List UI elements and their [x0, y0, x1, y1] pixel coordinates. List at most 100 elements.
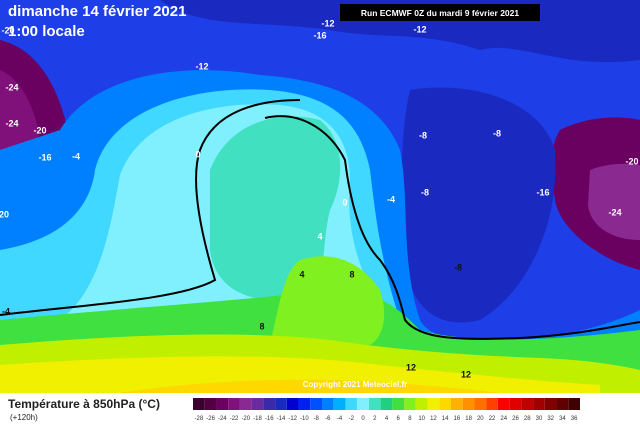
contour-label: -16: [38, 152, 51, 162]
contour-label: -20: [625, 156, 638, 166]
scale-label: -26: [206, 416, 215, 422]
scale-label: 2: [373, 416, 377, 422]
scale-label: 26: [512, 416, 519, 422]
contour-label: -4: [2, 306, 10, 316]
scale-swatch: [521, 398, 534, 410]
scale-label: 32: [547, 416, 554, 422]
contour-label: 12: [461, 369, 471, 379]
scale-swatch: [474, 398, 487, 410]
scale-swatch: [462, 398, 475, 410]
run-box: [340, 4, 540, 21]
scale-swatch: [497, 398, 510, 410]
legend-subtitle: (+120h): [10, 413, 38, 422]
scale-label: 12: [430, 416, 437, 422]
scale-label: -8: [313, 416, 319, 422]
scale-swatch: [486, 398, 498, 410]
run-info: Run ECMWF 0Z du mardi 9 février 2021: [361, 8, 520, 18]
contour-label: -12: [321, 18, 334, 28]
contour-label: 20: [0, 209, 9, 219]
scale-swatch: [310, 398, 322, 410]
scale-swatch: [451, 398, 463, 410]
map-date: dimanche 14 février 2021: [8, 3, 186, 20]
contour-label: 4: [299, 269, 304, 279]
contour-label: -24: [608, 207, 621, 217]
contour-label: -8: [454, 262, 462, 272]
scale-label: 8: [408, 416, 412, 422]
scale-label: 28: [524, 416, 531, 422]
scale-label: 20: [477, 416, 484, 422]
scale-swatch: [322, 398, 334, 410]
scale-swatch: [251, 398, 264, 410]
scale-swatch: [263, 398, 276, 410]
contour-label: 0: [195, 149, 200, 159]
scale-label: -6: [325, 416, 331, 422]
contour-label: -8: [419, 130, 427, 140]
scale-swatch: [357, 398, 369, 410]
contour-label: 12: [406, 362, 416, 372]
contour-label: 8: [349, 269, 354, 279]
scale-swatch: [286, 398, 299, 410]
contour-label: -24: [5, 118, 18, 128]
scale-swatch: [544, 398, 557, 410]
legend-title: Température à 850hPa (°C): [8, 397, 160, 411]
scale-swatch: [368, 398, 381, 410]
scale-label: -24: [218, 416, 227, 422]
scale-label: -18: [253, 416, 262, 422]
scale-label: -12: [288, 416, 297, 422]
scale-swatch: [533, 398, 545, 410]
contour-label: -8: [421, 187, 429, 197]
contour-label: -16: [313, 30, 326, 40]
contour-label: 8: [259, 321, 264, 331]
contour-label: -20: [1, 25, 14, 35]
contour-label: -8: [493, 128, 501, 138]
scale-label: 30: [536, 416, 543, 422]
scale-label: 16: [454, 416, 461, 422]
contour-label: -12: [413, 24, 426, 34]
scale-swatch: [345, 398, 358, 410]
scale-swatch: [415, 398, 428, 410]
scale-swatch: [239, 398, 252, 410]
scale-label: -20: [241, 416, 250, 422]
scale-swatch: [556, 398, 569, 410]
scale-label: 6: [397, 416, 401, 422]
scale-label: 14: [442, 416, 449, 422]
scale-swatch: [427, 398, 440, 410]
scale-swatch: [216, 398, 229, 410]
contour-label: -4: [387, 194, 395, 204]
copyright: Copyright 2021 Meteociel.fr: [303, 380, 407, 389]
scale-label: 10: [418, 416, 425, 422]
scale-swatch: [439, 398, 451, 410]
scale-swatch: [392, 398, 405, 410]
contour-label: -12: [195, 61, 208, 71]
scale-swatch: [228, 398, 240, 410]
scale-label: 0: [361, 416, 365, 422]
scale-label: 4: [385, 416, 389, 422]
scale-swatch: [275, 398, 287, 410]
contour-label: -20: [33, 125, 46, 135]
scale-label: -28: [195, 416, 204, 422]
scale-label: 36: [571, 416, 578, 422]
scale-swatch: [380, 398, 393, 410]
map-time: 1:00 locale: [8, 23, 85, 40]
scale-swatch: [193, 398, 205, 410]
contour-label: -24: [5, 82, 18, 92]
scale-label: -2: [349, 416, 355, 422]
scale-label: 18: [465, 416, 472, 422]
contour-label: -16: [536, 187, 549, 197]
scale-swatch: [404, 398, 416, 410]
temperature-field: [0, 0, 640, 394]
scale-label: 22: [489, 416, 496, 422]
scale-label: -10: [300, 416, 309, 422]
contour-label: -4: [72, 151, 80, 161]
scale-swatch: [298, 398, 311, 410]
scale-label: 24: [500, 416, 507, 422]
scale-swatch: [509, 398, 522, 410]
scale-swatch: [568, 398, 580, 410]
contour-label: 4: [317, 231, 322, 241]
contour-labels: -12 -16 -12 -20 -12 -24 -24 -20 -16 -4 0 -8 -8 -8 -16 -…: [0, 18, 639, 379]
contour-label: 0: [342, 197, 347, 207]
scale-label: 34: [559, 416, 566, 422]
scale-label: -22: [230, 416, 239, 422]
scale-swatch: [204, 398, 217, 410]
